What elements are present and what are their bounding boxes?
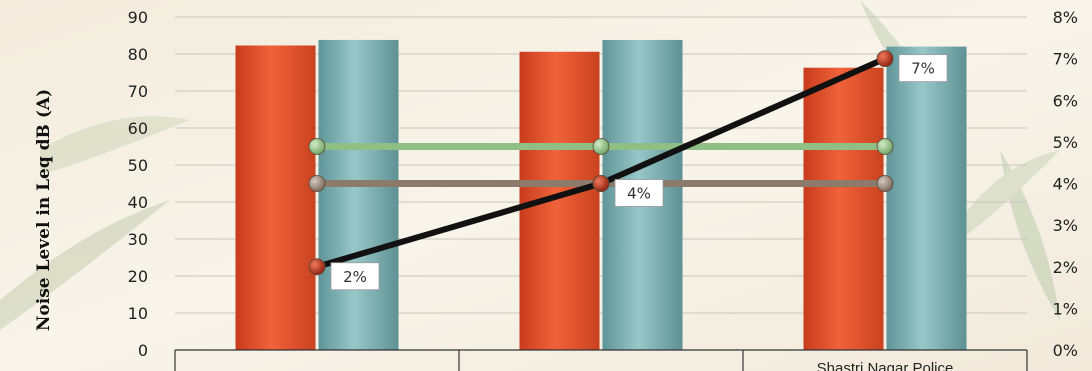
y2-tick-label: 4% xyxy=(1053,175,1078,194)
y2-tick-label: 7% xyxy=(1053,50,1078,69)
y2-tick-label: 6% xyxy=(1053,91,1078,110)
series-marker xyxy=(876,50,894,68)
y-tick-label: 60 xyxy=(128,119,148,138)
series-marker xyxy=(308,138,326,155)
y2-tick-label: 8% xyxy=(1053,8,1078,27)
y2-tick-label: 0% xyxy=(1053,341,1078,360)
data-label: 7% xyxy=(911,60,935,78)
bar xyxy=(318,39,399,350)
category-label: Shastri Nagar Police xyxy=(817,360,954,371)
series-marker xyxy=(876,138,894,155)
bar xyxy=(235,45,316,351)
data-label: 2% xyxy=(343,268,367,286)
y-tick-label: 30 xyxy=(128,230,148,249)
y-tick-label: 70 xyxy=(128,82,148,101)
data-label-box xyxy=(898,54,948,83)
data-label: 4% xyxy=(627,185,651,203)
y-tick-label: 40 xyxy=(128,193,148,212)
y-tick-label: 80 xyxy=(128,45,148,64)
y-tick-label: 90 xyxy=(128,8,148,27)
bar xyxy=(803,67,884,350)
y2-axis-ticks: 0% 1% 2% 3% 4% 5% 6% 7% 8% xyxy=(1053,8,1078,360)
y2-tick-label: 3% xyxy=(1053,216,1078,235)
series-marker xyxy=(592,175,610,192)
data-label-box xyxy=(614,179,664,207)
line-series: 2% 4% 7% xyxy=(308,50,948,291)
y-tick-label: 0 xyxy=(138,341,148,360)
y-tick-label: 10 xyxy=(128,304,148,323)
y-tick-label: 50 xyxy=(128,156,148,175)
bar xyxy=(886,46,967,350)
series-marker xyxy=(592,138,610,155)
category-axis: Shastri Nagar Police xyxy=(174,349,1028,371)
y2-tick-label: 5% xyxy=(1053,133,1078,152)
data-label-box xyxy=(330,262,380,291)
series-marker xyxy=(308,258,326,276)
series-marker xyxy=(876,175,894,192)
y-axis-label: Noise Level in Leq dB (A) xyxy=(34,89,54,331)
series-marker xyxy=(308,175,326,192)
y2-tick-label: 2% xyxy=(1053,258,1078,277)
y-axis-ticks: 0 10 20 30 40 50 60 70 80 90 xyxy=(128,8,148,360)
y2-tick-label: 1% xyxy=(1053,299,1078,318)
grid-lines xyxy=(175,16,1027,351)
y-tick-label: 20 xyxy=(128,267,148,286)
